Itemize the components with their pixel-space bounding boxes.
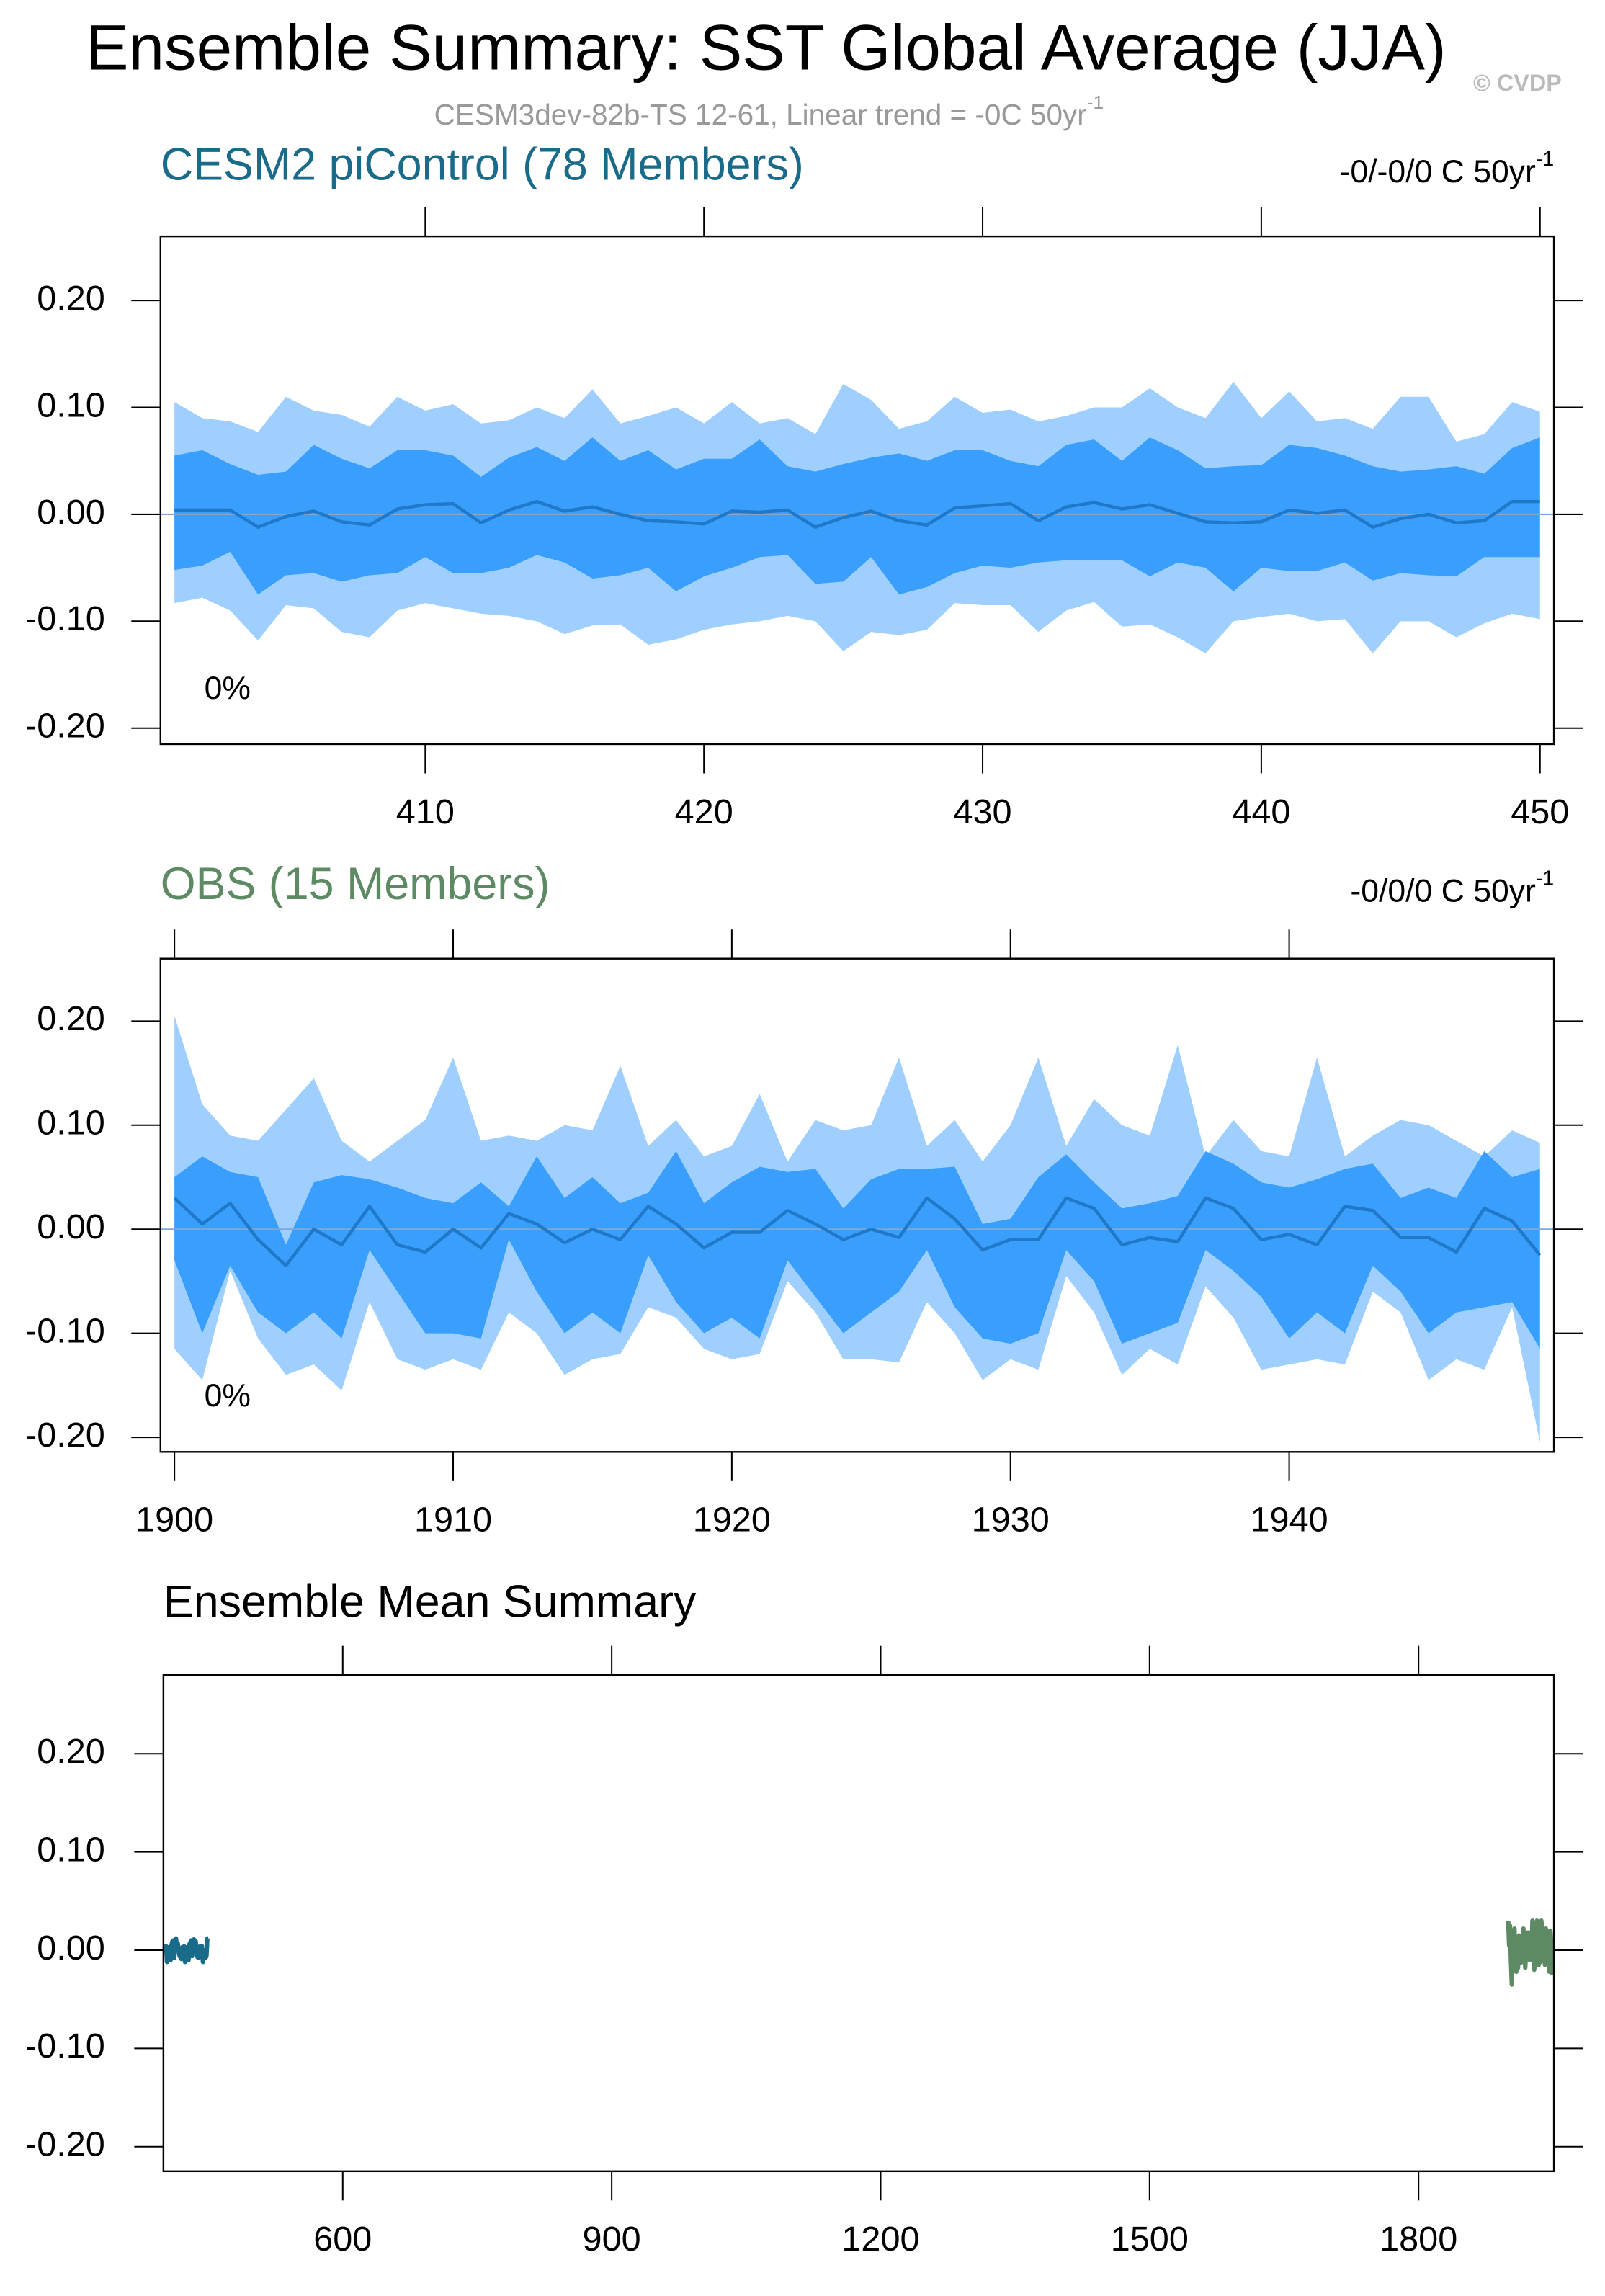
panel-title: Ensemble Mean Summary (164, 1577, 697, 1627)
plot-frame (159, 957, 1555, 1453)
x-tick-label: 1200 (841, 2220, 919, 2259)
x-tick-label: 410 (396, 792, 455, 831)
y-tick-label: 0.00 (37, 1929, 105, 1967)
plot-frame (162, 1674, 1555, 2173)
y-tick-label: -0.20 (25, 1416, 105, 1455)
y-tick-label: 0.20 (37, 1732, 105, 1771)
trend-label: -0/-0/0 C 50yr-1 (1340, 148, 1555, 189)
x-tick-label: 900 (583, 2220, 641, 2259)
trend-label: -0/0/0 C 50yr-1 (1350, 867, 1554, 909)
y-tick-label: 0.20 (37, 279, 105, 318)
y-tick-label: 0.00 (37, 493, 105, 532)
panel: CESM2 piControl (78 Members) -0/-0/0 C 50… (25, 140, 1583, 831)
subtitle: CESM3dev-82b-TS 12-61, Linear trend = -0… (434, 91, 1104, 131)
y-tick-label: 0.10 (37, 385, 105, 424)
y-tick-label: -0.10 (25, 599, 105, 638)
x-tick-label: 1920 (693, 1500, 771, 1539)
trend-text: -0/0/0 C 50yr (1350, 873, 1536, 908)
y-tick-label: -0.20 (25, 2125, 105, 2164)
panel-title: OBS (15 Members) (161, 859, 550, 909)
plot-area (160, 381, 1555, 653)
plot-area (163, 1918, 1555, 1987)
subtitle-text: CESM3dev-82b-TS 12-61, Linear trend = -0… (434, 98, 1087, 131)
y-tick-label: -0.10 (25, 2027, 105, 2065)
panel: OBS (15 Members) -0/0/0 C 50yr-1 -0.20 -0.1… (25, 859, 1583, 1539)
x-tick-label: 1940 (1251, 1500, 1328, 1539)
annotation: 0% (205, 671, 251, 706)
x-tick-label: 420 (675, 792, 733, 831)
y-tick-label: 0.10 (37, 1830, 105, 1869)
main-title: Ensemble Summary: SST Global Average (JJ… (86, 11, 1447, 83)
annotation: 0% (205, 1378, 251, 1413)
subtitle-sup: -1 (1087, 91, 1104, 113)
y-tick-label: -0.20 (25, 707, 105, 746)
x-tick-label: 1500 (1111, 2220, 1189, 2259)
range-band (174, 1151, 1540, 1349)
panel: Ensemble Mean Summary -0.20 -0.10 0.00 0.10 0… (25, 1577, 1583, 2259)
plot-area (160, 1016, 1555, 1443)
trend-sup: -1 (1536, 867, 1554, 890)
x-tick-label: 1900 (135, 1500, 213, 1539)
x-tick-label: 440 (1232, 792, 1290, 831)
x-tick-label: 1930 (972, 1500, 1050, 1539)
y-tick-label: 0.10 (37, 1104, 105, 1143)
x-tick-label: 450 (1511, 792, 1569, 831)
x-tick-label: 430 (953, 792, 1011, 831)
mean-line (173, 1196, 1542, 1267)
mean-line (163, 1936, 210, 1965)
panel-title: CESM2 piControl (78 Members) (161, 140, 804, 190)
plot-frame (159, 235, 1555, 746)
trend-text: -0/-0/0 C 50yr (1340, 154, 1536, 189)
x-tick-label: 1910 (414, 1500, 492, 1539)
mean-line (1506, 1918, 1555, 1987)
trend-sup: -1 (1536, 148, 1554, 171)
y-tick-label: -0.10 (25, 1311, 105, 1350)
x-tick-label: 600 (313, 2220, 372, 2259)
y-tick-label: 0.20 (37, 999, 105, 1038)
credit: © CVDP (1473, 70, 1562, 96)
x-tick-label: 1800 (1380, 2220, 1457, 2259)
mean-line (174, 499, 1540, 529)
y-tick-label: 0.00 (37, 1207, 105, 1246)
